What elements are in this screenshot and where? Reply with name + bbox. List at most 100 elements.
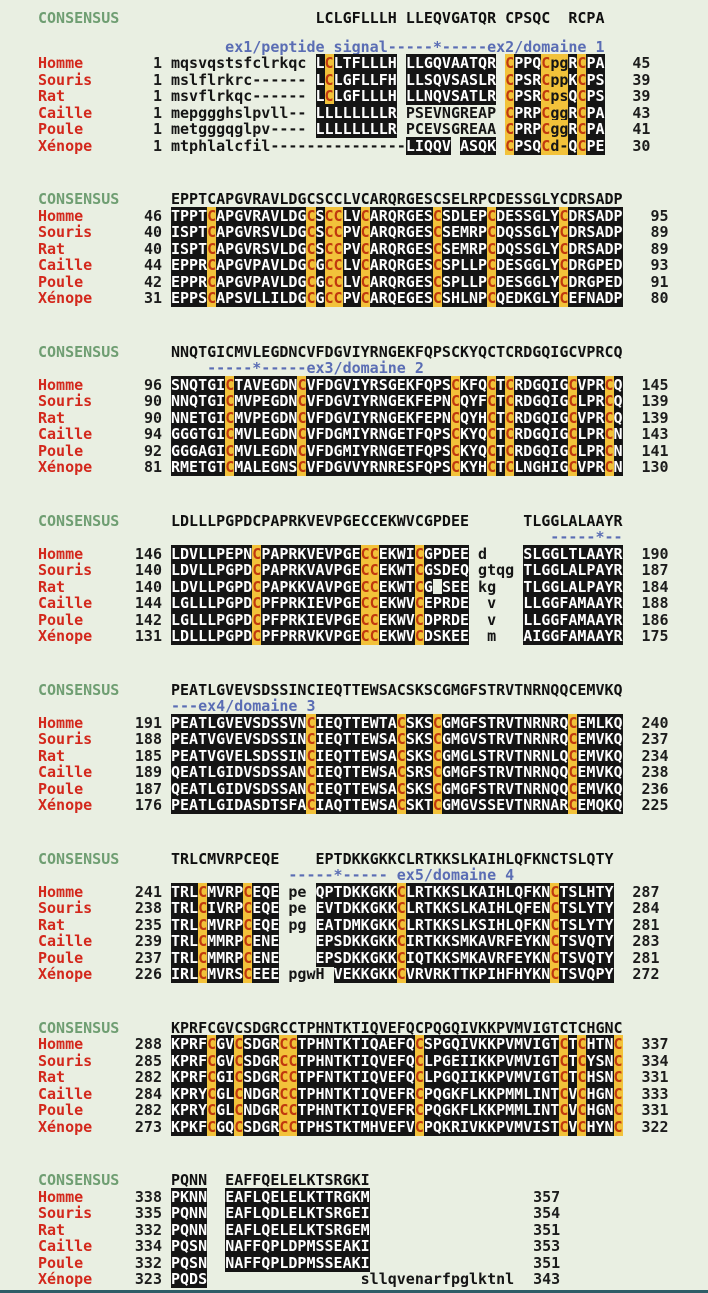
seq-segment-cys: C	[207, 223, 217, 241]
seq-segment-cys: C	[559, 272, 569, 291]
seq-segment-cys: C	[487, 239, 497, 258]
seq-segment-plain	[496, 54, 505, 72]
species-name: Caille	[38, 933, 93, 950]
seq-segment-cys: C	[198, 932, 208, 950]
seq-segment-pln	[433, 578, 442, 596]
seq-segment-box: T	[568, 1051, 578, 1070]
species-name: Homme	[38, 55, 84, 72]
seq-segment-box: LDVLLPGPD	[171, 577, 253, 596]
sequence: LDLLLPGPDCPFPRRVKVPGECCEKWVCDSKEE m AIGG…	[171, 627, 623, 645]
seq-segment-ins: gg	[550, 103, 569, 122]
seq-segment-plain	[496, 87, 505, 105]
end-position: 184	[641, 577, 669, 596]
start-position: 282	[134, 1068, 162, 1086]
species-name: Souris	[38, 224, 93, 241]
seq-segment-box: SEE	[441, 577, 470, 596]
seq-segment-cys: C	[541, 87, 551, 105]
seq-segment-box: ARQEGES	[369, 289, 433, 307]
species-name: Caille	[38, 104, 93, 121]
annotation-line: ex1/peptide signal-----*-----ex2/domaine…	[38, 38, 708, 56]
seq-segment-box: LV	[342, 206, 361, 225]
seq-segment-cys: C	[225, 458, 235, 476]
consensus-label: CONSENSUS	[38, 512, 120, 529]
sequence: TRLCMVRPCEQE pe QPTDKKGKKCLRTKKSLKAIHLQF…	[171, 882, 614, 901]
seq-segment-cys: C	[396, 763, 406, 781]
sequence: LGLLLPGPDCPFPRKIEVPGECCEKWVCEPRDE v LLGG…	[171, 594, 623, 612]
sequence: GGGAGICMVLEGDNCVFDGMIYRNGETFQPSCKYQCTCRD…	[171, 441, 623, 460]
species-name: Caille	[38, 1238, 93, 1255]
seq-segment-cys: C	[568, 746, 578, 765]
seq-segment-cys: CC	[324, 256, 343, 274]
seq-segment-box: TRL	[171, 932, 199, 950]
alignment-row-poule: Poule 142 LGLLLPGPDCPFPRKIEVPGECCEKWVCDPRD…	[38, 610, 708, 629]
seq-segment-cys: C	[198, 915, 208, 934]
seq-segment-cys: C	[225, 441, 235, 460]
start-position: 241	[134, 882, 162, 901]
species-name: Xénope	[38, 137, 93, 154]
start-position: 288	[134, 1035, 162, 1053]
seq-segment-box: DRSADP	[568, 223, 623, 241]
start-position: 187	[134, 779, 162, 798]
seq-segment-plain: sllqvenarfpglktnl	[360, 1270, 515, 1288]
seq-segment-box: IQTKKSMKAVRFEYKN	[405, 948, 551, 967]
seq-segment-cys: C	[613, 1084, 623, 1103]
seq-segment-plain	[207, 1221, 225, 1239]
seq-segment-box: HGN	[586, 1101, 614, 1119]
sequence: KPRFCGVCSDGRCCTPHNTKTIQVEFQCLPGEIIKKPVMV…	[171, 1051, 623, 1070]
seq-segment-cys: C	[541, 54, 551, 72]
seq-segment-cys: C	[252, 594, 262, 612]
bottom-bar	[0, 1290, 708, 1293]
seq-segment-box: IAQTTEWSA	[315, 796, 397, 814]
seq-segment-box: SLGGLTLAAYR	[523, 544, 623, 563]
seq-segment-box: KPRY	[171, 1084, 208, 1103]
alignment-row-poule: Poule 282 KPRYCGLCNDGRCCTPHNTKTIQVEFRCPQGK…	[38, 1101, 708, 1119]
seq-segment-box: KPRF	[171, 1035, 208, 1053]
seq-segment-box: LIQQV	[405, 136, 451, 155]
seq-segment-box: IVRP	[207, 899, 244, 917]
sequence: KPRFCGVCSDGRCCTPHNTKTIQAEFQCSPGQIVKKPVMV…	[171, 1035, 623, 1053]
start-position: 90	[143, 392, 162, 410]
end-position: 225	[641, 796, 669, 814]
seq-segment-box: T	[568, 1068, 578, 1086]
seq-segment-box: HTN	[586, 1035, 614, 1053]
end-position: 238	[641, 763, 669, 781]
seq-segment-box: G	[423, 577, 433, 596]
seq-segment-box: R	[568, 54, 578, 72]
seq-segment-cys: CC	[360, 594, 379, 612]
seq-segment-cys: C	[604, 392, 614, 410]
end-position: 91	[650, 272, 669, 291]
seq-segment-plain: v	[469, 610, 524, 629]
seq-segment-cys: C	[234, 1051, 244, 1070]
species-name: Xénope	[38, 628, 93, 645]
seq-segment-box: V	[568, 1117, 578, 1136]
seq-segment-plain	[279, 932, 315, 950]
sequence: QEATLGIDVSDSSANCIEQTTEWSACSRSCGMGFSTRVTN…	[171, 763, 623, 781]
alignment-row-homme: Homme 288 KPRFCGVCSDGRCCTPHNTKTIQAEFQCSPGQ…	[38, 1035, 708, 1053]
seq-segment-box: LGLLLPGPD	[171, 594, 253, 612]
species-name: Poule	[38, 1102, 84, 1119]
seq-segment-box: QEATLGIDVSDSSAN	[171, 763, 307, 781]
start-position: 140	[134, 577, 162, 596]
seq-segment-box: SPLLP	[441, 272, 488, 291]
seq-segment-box: SDGR	[243, 1051, 280, 1070]
species-name: Xénope	[38, 966, 93, 983]
seq-segment-box: T	[496, 408, 506, 427]
seq-segment-cys: C	[207, 1068, 217, 1086]
species-name: Poule	[38, 121, 84, 138]
seq-segment-box: ARQRGES	[369, 256, 433, 274]
seq-segment-plain: pgwH	[288, 965, 325, 983]
seq-segment-box: TPFNTKTIQVEFQ	[297, 1068, 415, 1086]
species-name: Xénope	[38, 459, 93, 476]
sequence: PQNN EAFLQELELKTSRGEM	[171, 1220, 514, 1239]
start-position: 284	[134, 1084, 162, 1103]
alignment-row-souris: Souris 335 PQNN EAFLQDLELKTSRGEI 354	[38, 1204, 708, 1222]
sequence: LDVLLPGPDCPAPKKVAVPGECCEKWTCG SEE kg TLG…	[171, 577, 623, 596]
consensus-sequence: PQNN EAFFQELELKTSRGKI	[171, 1171, 370, 1189]
seq-segment-box: PQGKFLKKPMMLINT	[423, 1084, 560, 1103]
seq-segment-box: PEATLGVEVSDSSVN	[171, 713, 307, 732]
seq-segment-box: TSVQTY	[559, 932, 614, 950]
seq-segment-box: IEQTTEWSA	[315, 763, 397, 781]
seq-segment-cys: CC	[360, 544, 379, 563]
species-name: Souris	[38, 562, 93, 579]
seq-segment-cys: C	[568, 763, 578, 781]
